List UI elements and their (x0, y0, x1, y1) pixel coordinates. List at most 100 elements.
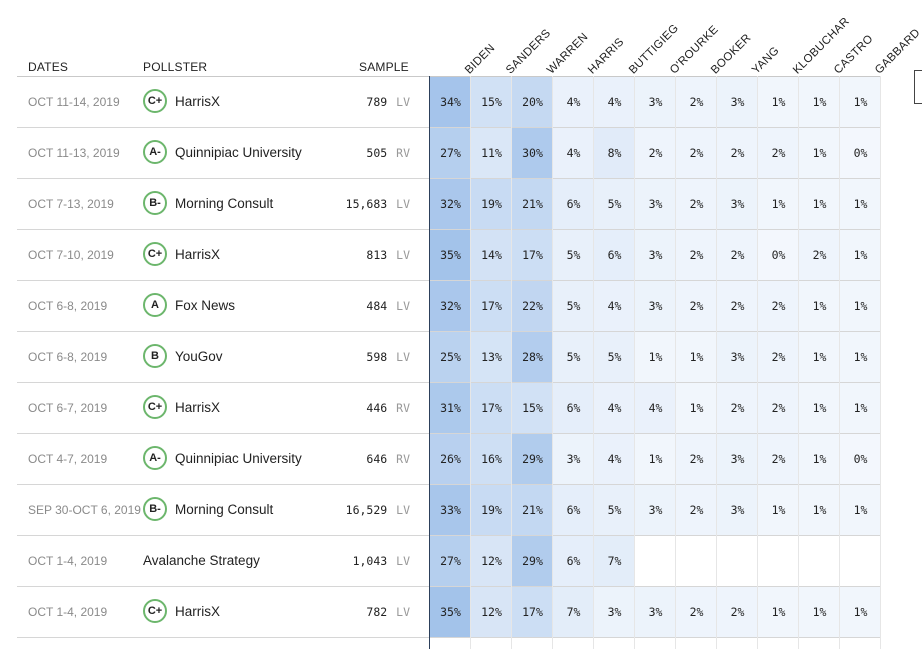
pct-cell-orourke: 2% (635, 128, 676, 178)
candidate-header-castro[interactable]: CASTRO (832, 32, 876, 77)
sample-count: 1,043 (352, 554, 388, 568)
candidate-header-booker[interactable]: BOOKER (709, 31, 754, 77)
pollster-name[interactable]: HarrisX (175, 247, 221, 262)
column-gridline (511, 76, 512, 649)
pct-cell-harris: 6% (553, 536, 594, 586)
pct-cell-harris: 4% (553, 77, 594, 127)
pollster-grade-badge: C+ (143, 242, 167, 266)
sample-count: 505 (366, 146, 388, 160)
sample-size: 15,683 LV (346, 179, 410, 229)
column-gridline (552, 76, 553, 649)
pct-cell-harris: 6% (553, 485, 594, 535)
pct-cell-harris: 7% (553, 587, 594, 637)
pct-cell-sanders: 17% (471, 281, 512, 331)
pct-cell-yang: 3% (717, 434, 758, 484)
poll-dates: OCT 6-7, 2019 (28, 401, 108, 415)
pollster-name[interactable]: Avalanche Strategy (143, 553, 260, 568)
pct-cell-castro: 2% (799, 230, 840, 280)
poll-dates: OCT 6-8, 2019 (28, 299, 108, 313)
pct-cell-gabbard: 0% (840, 128, 881, 178)
pct-cell-castro (799, 536, 840, 586)
pct-cell-orourke: 4% (635, 383, 676, 433)
pollster-name[interactable]: Morning Consult (175, 196, 274, 211)
sample-population: LV (396, 299, 410, 313)
pct-cell-castro: 1% (799, 281, 840, 331)
column-gridline (839, 76, 840, 649)
pct-cell-yang: 3% (717, 77, 758, 127)
side-panel-edge[interactable] (914, 70, 922, 104)
pct-cell-yang: 2% (717, 281, 758, 331)
sample-size: 505 RV (366, 128, 410, 178)
sample-size: 646 RV (366, 434, 410, 484)
candidate-header-warren[interactable]: WARREN (545, 30, 591, 77)
pollster-name[interactable]: YouGov (175, 349, 223, 364)
pct-cell-booker: 2% (676, 230, 717, 280)
candidate-header-yang[interactable]: YANG (750, 44, 782, 77)
pollster-name[interactable]: Fox News (175, 298, 236, 313)
pollster-name[interactable]: HarrisX (175, 94, 221, 109)
pct-cell-buttigieg: 4% (594, 434, 635, 484)
pct-cell-orourke: 1% (635, 434, 676, 484)
pct-cell-klobuchar: 2% (758, 383, 799, 433)
sample-population: LV (396, 350, 410, 364)
pollster-column-header[interactable]: POLLSTER (143, 60, 208, 74)
sample-count: 446 (366, 401, 388, 415)
pct-cell-biden: 32% (430, 281, 471, 331)
poll-row[interactable]: OCT 1-4, 2019 Avalanche Strategy 1,043 LV 2… (17, 536, 881, 587)
candidate-header-biden[interactable]: BIDEN (463, 42, 498, 77)
pollster-name[interactable]: Quinnipiac University (175, 145, 302, 160)
pct-cell-warren: 17% (512, 230, 553, 280)
pollster-name[interactable]: Quinnipiac University (175, 451, 302, 466)
sample-size: 789 LV (366, 77, 410, 127)
sample-size: 446 RV (366, 383, 410, 433)
pct-cell-harris: 3% (553, 434, 594, 484)
candidate-header-harris[interactable]: HARRIS (586, 35, 627, 77)
pct-cell-sanders: 19% (471, 485, 512, 535)
pct-cell-castro: 1% (799, 128, 840, 178)
poll-row[interactable]: OCT 4-7, 2019 A- Quinnipiac University 646 … (17, 434, 881, 485)
poll-row[interactable]: OCT 11-14, 2019 C+ HarrisX 789 LV 34% 15% 20% 4… (17, 77, 881, 128)
poll-row[interactable]: OCT 6-7, 2019 C+ HarrisX 446 RV 31% 17% 15% 6% 4… (17, 383, 881, 434)
pct-cell-biden: 31% (430, 383, 471, 433)
sample-population: RV (396, 401, 410, 415)
pollster-name[interactable]: HarrisX (175, 400, 221, 415)
pct-cell-buttigieg: 4% (594, 281, 635, 331)
biden-divider-line (429, 76, 430, 649)
pct-cell-booker: 2% (676, 485, 717, 535)
pct-cell-castro: 1% (799, 434, 840, 484)
sample-count: 813 (366, 248, 388, 262)
pct-cell-orourke: 3% (635, 230, 676, 280)
poll-row[interactable]: OCT 7-10, 2019 C+ HarrisX 813 LV 35% 14% 17% 5%… (17, 230, 881, 281)
pct-cell-castro: 1% (799, 179, 840, 229)
pct-cell-castro: 1% (799, 485, 840, 535)
pct-cell-biden: 33% (430, 485, 471, 535)
sample-size: 484 LV (366, 281, 410, 331)
pct-cell-warren: 29% (512, 434, 553, 484)
poll-row[interactable]: SEP 30-OCT 6, 2019 B- Morning Consult 16,52… (17, 485, 881, 536)
sample-count: 789 (366, 95, 388, 109)
pct-cell-yang: 3% (717, 332, 758, 382)
pct-cell-sanders: 12% (471, 587, 512, 637)
poll-row[interactable]: OCT 6-8, 2019 A Fox News 484 LV 32% 17% 22% 5% 4… (17, 281, 881, 332)
pct-cell-harris: 6% (553, 179, 594, 229)
poll-row[interactable]: OCT 11-13, 2019 A- Quinnipiac University 50… (17, 128, 881, 179)
sample-population: LV (396, 197, 410, 211)
header-divider (17, 76, 881, 77)
sample-column-header[interactable]: SAMPLE (359, 60, 409, 74)
pollster-name[interactable]: Morning Consult (175, 502, 274, 517)
poll-row[interactable]: OCT 6-8, 2019 B YouGov 598 LV 25% 13% 28% 5% 5% 1… (17, 332, 881, 383)
pct-cell-booker (676, 536, 717, 586)
dates-column-header[interactable]: DATES (28, 60, 69, 74)
poll-row[interactable]: OCT 1-4, 2019 C+ HarrisX 782 LV 35% 12% 17% 7% 3… (17, 587, 881, 638)
pct-cell-booker: 2% (676, 77, 717, 127)
pct-cell-yang (717, 536, 758, 586)
pct-cell-harris: 4% (553, 128, 594, 178)
pct-cell-yang: 3% (717, 485, 758, 535)
pct-cell-harris: 5% (553, 230, 594, 280)
pollster-grade-badge: A- (143, 446, 167, 470)
sample-population: LV (396, 605, 410, 619)
poll-row[interactable]: OCT 7-13, 2019 B- Morning Consult 15,683 LV… (17, 179, 881, 230)
pct-cell-harris: 5% (553, 281, 594, 331)
pollster-name[interactable]: HarrisX (175, 604, 221, 619)
sample-population: RV (396, 452, 410, 466)
